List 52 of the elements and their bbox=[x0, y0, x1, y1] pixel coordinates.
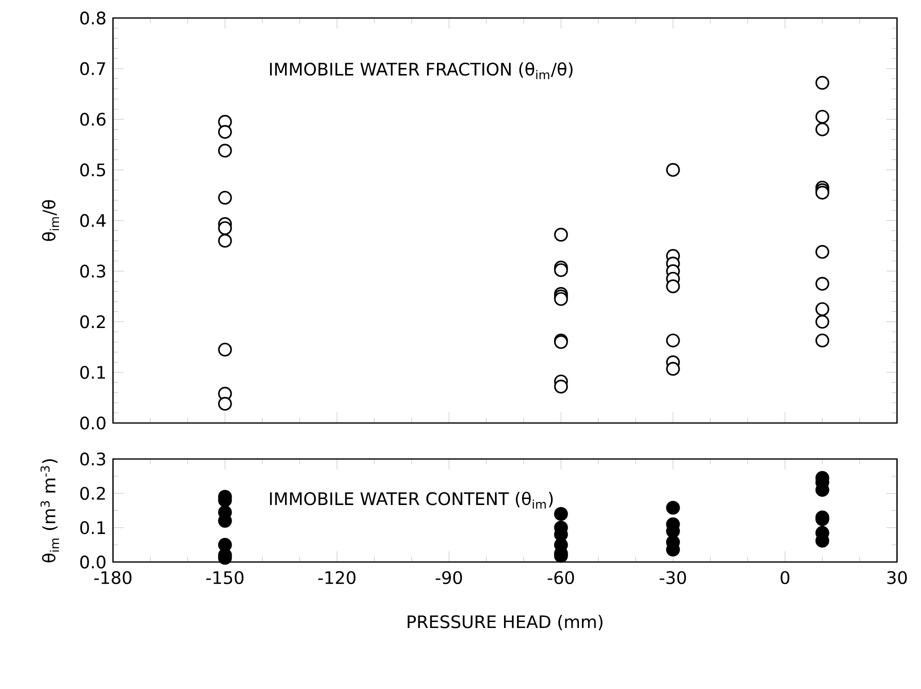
y-tick-label: 0.3 bbox=[80, 264, 106, 278]
point bbox=[815, 276, 830, 291]
y-axis-title: θ$_{im}$ (m$^{3}$ m$^{-3}$) bbox=[40, 459, 59, 562]
point bbox=[218, 342, 232, 357]
point bbox=[815, 76, 830, 90]
point bbox=[218, 144, 232, 158]
point bbox=[218, 190, 232, 205]
point bbox=[666, 500, 680, 515]
point bbox=[554, 292, 568, 306]
x-tick-label: -180 bbox=[94, 571, 132, 584]
y-tick-label: 0.1 bbox=[80, 366, 105, 379]
point bbox=[218, 125, 232, 139]
point bbox=[666, 162, 680, 177]
point bbox=[218, 396, 232, 411]
point bbox=[815, 186, 830, 200]
point bbox=[815, 334, 830, 348]
point bbox=[666, 362, 680, 376]
y-tick-label: 0.2 bbox=[80, 486, 105, 500]
point bbox=[666, 334, 680, 348]
x-axis-title: PRESSURE HEAD (mm) bbox=[408, 614, 602, 630]
point bbox=[815, 122, 830, 136]
y-tick-label: 0.5 bbox=[80, 163, 106, 176]
point bbox=[815, 302, 830, 316]
y-tick-label: 0.2 bbox=[80, 315, 105, 328]
x-tick-label: 30 bbox=[887, 571, 907, 584]
point bbox=[554, 228, 568, 242]
y-axis-title: θ$_{im}$/θ bbox=[42, 200, 59, 241]
x-tick-label: -60 bbox=[548, 571, 574, 584]
point bbox=[815, 110, 830, 124]
x-tick-label: -150 bbox=[206, 571, 244, 584]
point bbox=[218, 221, 232, 236]
x-tick-label: -90 bbox=[436, 571, 462, 584]
y-tick-label: 0.4 bbox=[80, 214, 106, 228]
y-tick-label: 0.1 bbox=[80, 521, 105, 534]
y-tick-label: 0.3 bbox=[80, 452, 106, 466]
y-tick-label: 0.7 bbox=[80, 62, 106, 76]
point bbox=[666, 279, 680, 294]
point bbox=[554, 263, 568, 278]
point bbox=[815, 244, 830, 259]
point bbox=[554, 507, 568, 521]
y-tick-label: 0.6 bbox=[80, 112, 106, 126]
y-tick-label: 0.0 bbox=[80, 555, 106, 569]
annotation: IMMOBILE WATER CONTENT (θ$_{im}$) bbox=[270, 492, 553, 509]
y-tick-label: 0.0 bbox=[80, 416, 106, 430]
point bbox=[554, 380, 568, 394]
x-tick-label: -30 bbox=[660, 571, 686, 584]
point bbox=[218, 234, 232, 248]
y-tick-label: 0.8 bbox=[80, 11, 106, 25]
annotation: IMMOBILE WATER FRACTION (θ$_{im}$/θ) bbox=[270, 62, 573, 80]
x-tick-label: -120 bbox=[318, 571, 356, 584]
x-tick-label: 0 bbox=[780, 571, 790, 584]
point bbox=[815, 314, 830, 329]
